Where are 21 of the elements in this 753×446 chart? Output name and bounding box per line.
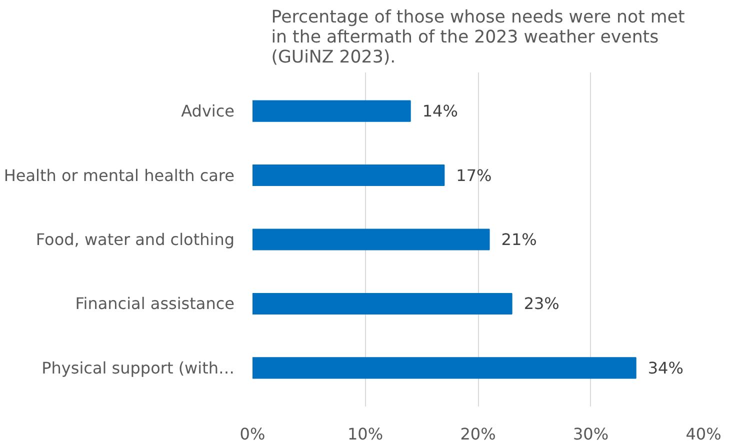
y-tick-label: Physical support (with…: [42, 358, 234, 378]
bar: [252, 292, 512, 315]
bar: [252, 164, 445, 186]
chart-title: Percentage of those whose needs were not met in the aftermath of the 2023 weather events (GUiNZ 2023).: [271, 8, 685, 68]
x-tick-label: 20%: [460, 424, 496, 444]
y-tick-label: Financial assistance: [75, 294, 234, 314]
data-label: 17%: [456, 166, 492, 185]
x-tick-label: 30%: [572, 424, 609, 444]
data-label: 21%: [501, 230, 537, 249]
bar: [252, 357, 636, 379]
y-tick-label: Advice: [181, 102, 234, 121]
x-tick-label: 0%: [240, 424, 266, 444]
x-tick-label: 10%: [347, 424, 384, 444]
bar: [252, 228, 490, 250]
x-tick-label: 40%: [686, 424, 722, 444]
y-tick-label: Health or mental health care: [4, 166, 235, 185]
data-label: 23%: [524, 294, 560, 314]
y-tick-label: Food, water and clothing: [36, 230, 235, 249]
data-label: 14%: [422, 102, 458, 121]
bar: [252, 100, 411, 122]
data-label: 34%: [648, 358, 684, 378]
